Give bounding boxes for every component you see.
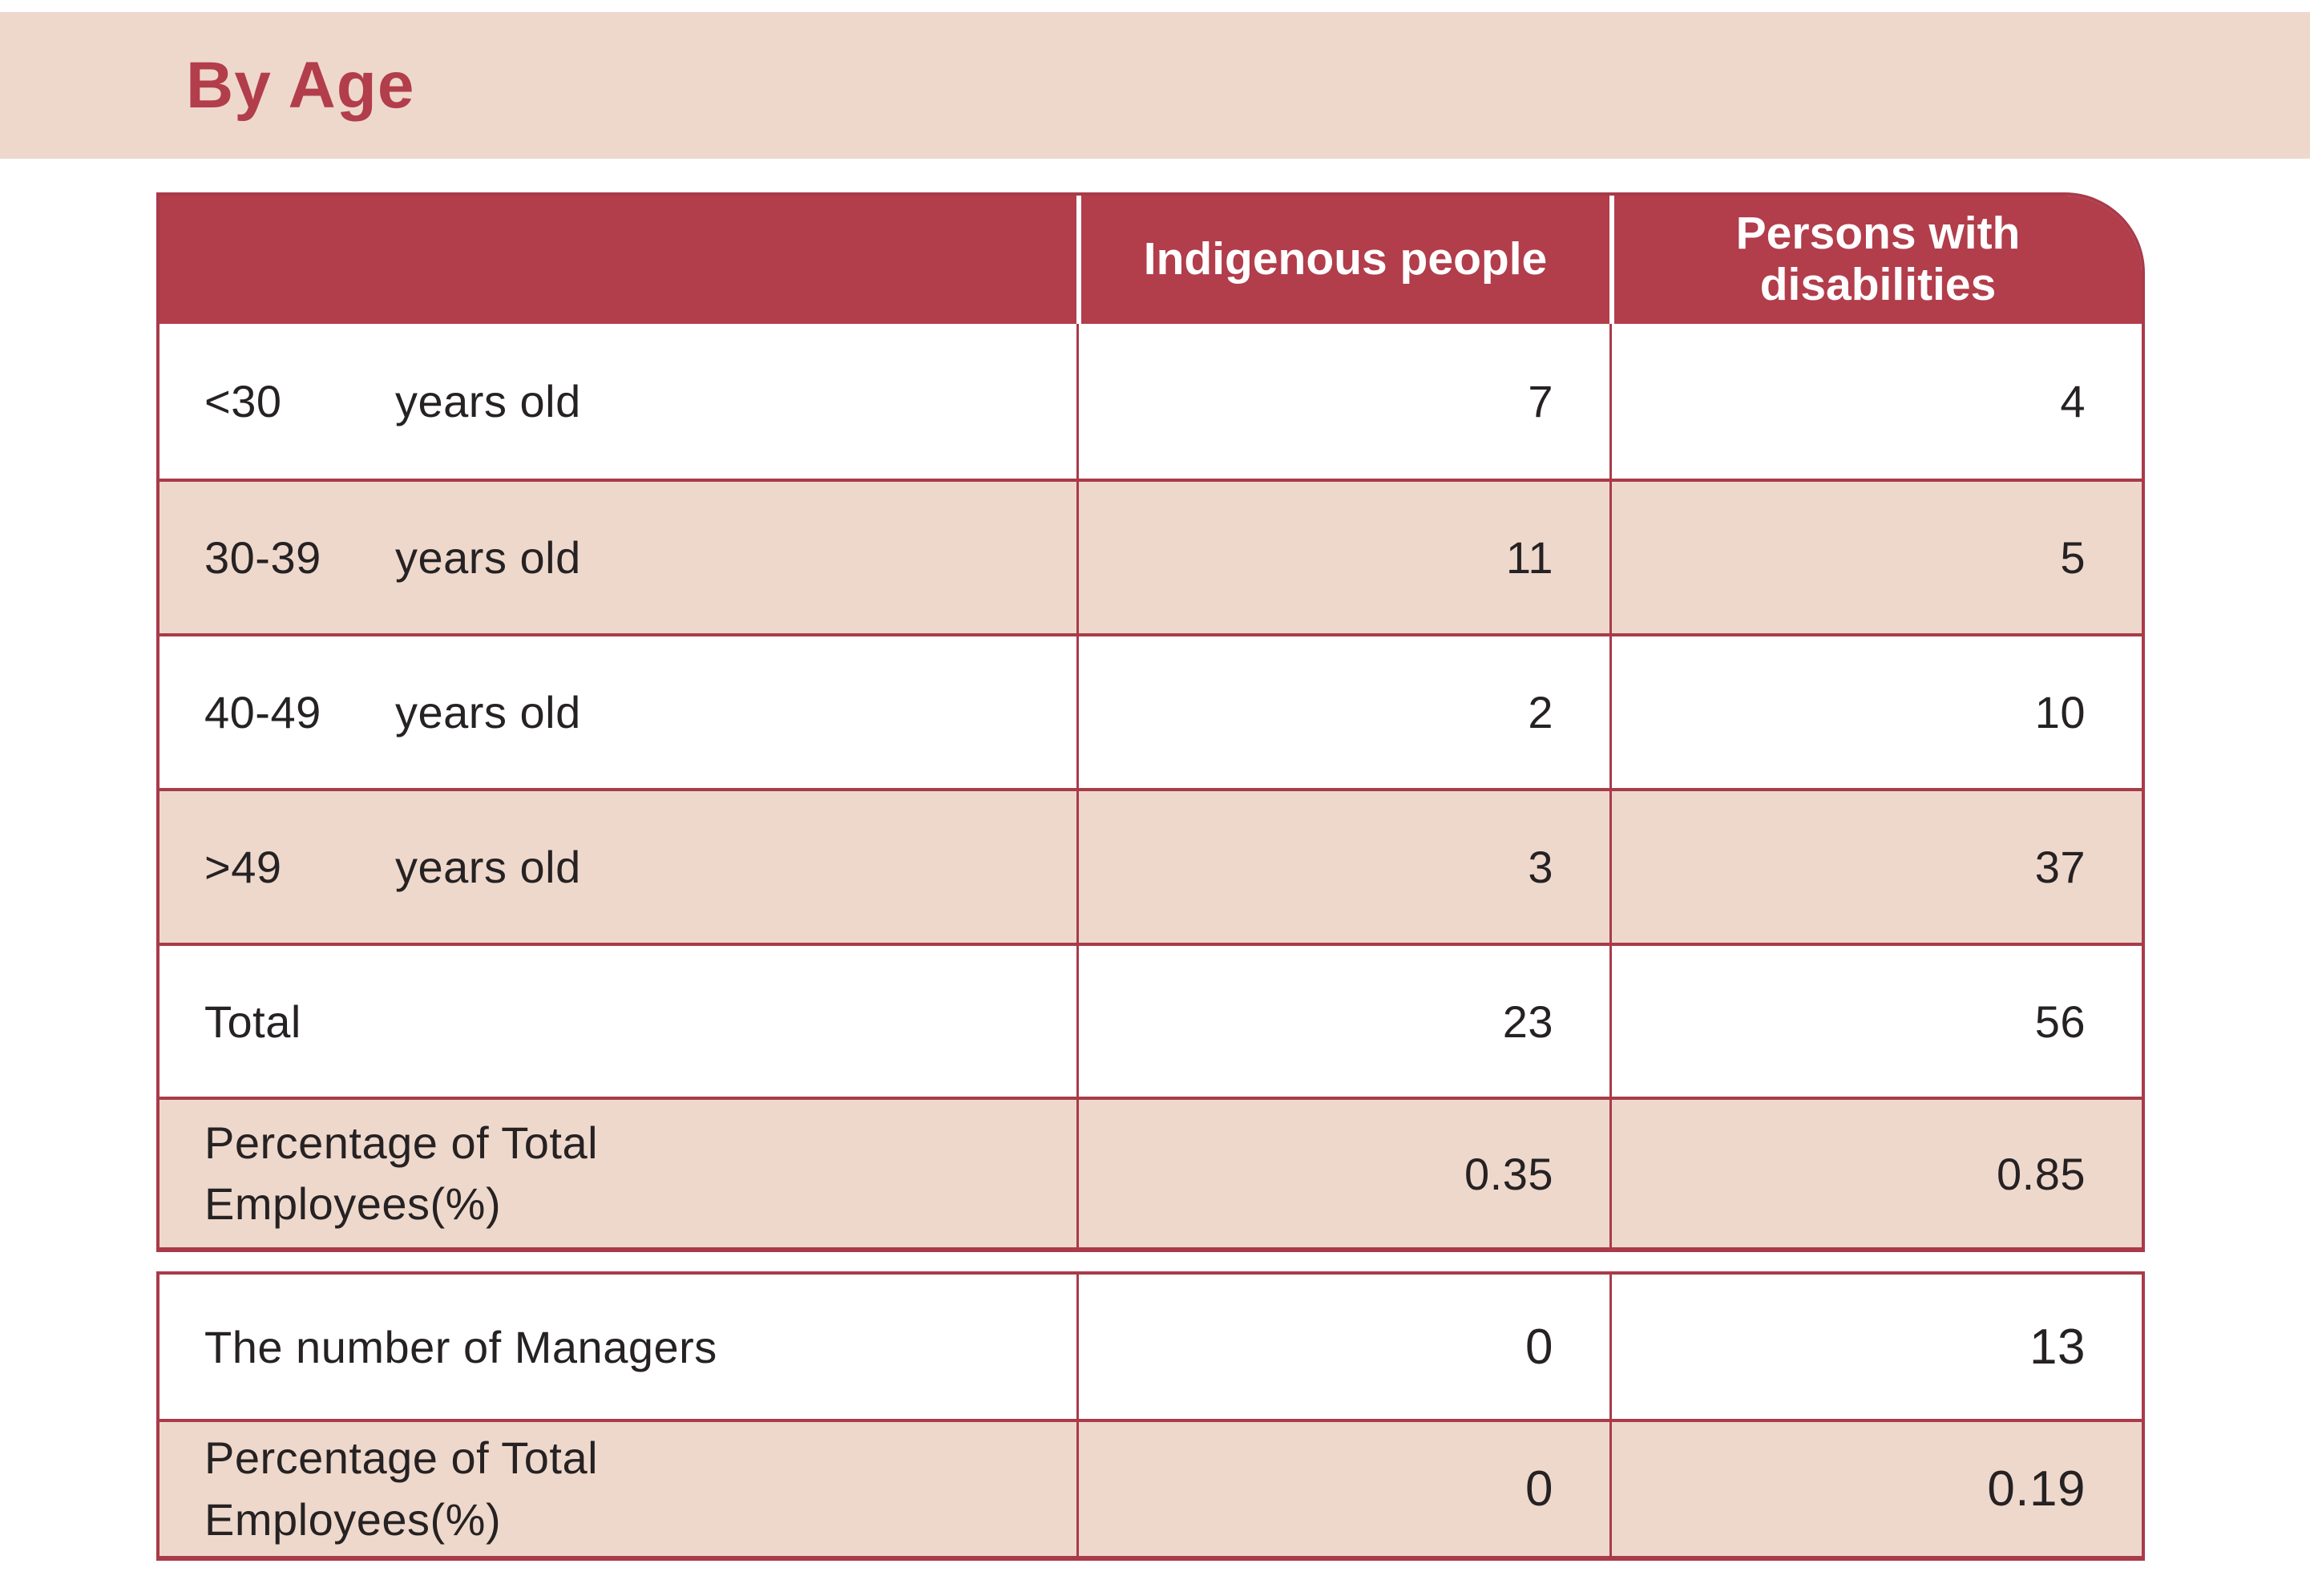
header-persons-with-disabilities: Persons with disabilities (1609, 196, 2142, 324)
value-managers-indigenous: 0 (1076, 1275, 1609, 1419)
value-under-30-indigenous: 7 (1076, 324, 1609, 479)
age-unit: years old (395, 532, 581, 583)
age-unit: years old (395, 376, 581, 426)
row-label-number-of-managers: The number of Managers (160, 1275, 1076, 1419)
value-40-49-disabilities: 10 (1609, 633, 2142, 788)
age-range: 30-39 (204, 532, 321, 583)
row-label-over-49: >49 years old (160, 788, 1076, 943)
age-unit: years old (395, 687, 581, 737)
age-unit: years old (395, 842, 581, 892)
row-label-percentage: Percentage of Total Employees(%) (160, 1097, 1076, 1247)
value-percentage-disabilities: 0.85 (1609, 1097, 2142, 1247)
row-label-40-49: 40-49 years old (160, 633, 1076, 788)
value-total-indigenous: 23 (1076, 943, 1609, 1097)
title-band: By Age (0, 12, 2310, 159)
percentage-label-line1: Percentage of Total (204, 1117, 599, 1168)
value-percentage-indigenous: 0.35 (1076, 1097, 1609, 1247)
row-label-30-39: 30-39 years old (160, 479, 1076, 633)
value-managers-disabilities: 13 (1609, 1275, 2142, 1419)
value-total-disabilities: 56 (1609, 943, 2142, 1097)
age-range: 40-49 (204, 687, 321, 737)
value-30-39-indigenous: 11 (1076, 479, 1609, 633)
age-table: Indigenous people Persons with disabilit… (156, 192, 2145, 1252)
percentage-label-line2: Employees(%) (204, 1178, 502, 1229)
value-managers-percentage-disabilities: 0.19 (1609, 1419, 2142, 1556)
row-label-total: Total (160, 943, 1076, 1097)
value-30-39-disabilities: 5 (1609, 479, 2142, 633)
value-under-30-disabilities: 4 (1609, 324, 2142, 479)
header-empty-cell (160, 196, 1076, 324)
page-title: By Age (186, 48, 415, 122)
managers-table: The number of Managers 0 13 Percentage o… (156, 1271, 2145, 1561)
value-over-49-disabilities: 37 (1609, 788, 2142, 943)
row-label-managers-percentage: Percentage of Total Employees(%) (160, 1419, 1076, 1556)
value-40-49-indigenous: 2 (1076, 633, 1609, 788)
row-label-under-30: <30 years old (160, 324, 1076, 479)
percentage-label-line2: Employees(%) (204, 1493, 502, 1545)
value-managers-percentage-indigenous: 0 (1076, 1419, 1609, 1556)
header-indigenous-people: Indigenous people (1076, 196, 1609, 324)
age-range: >49 (204, 842, 282, 892)
age-range: <30 (204, 376, 282, 426)
value-over-49-indigenous: 3 (1076, 788, 1609, 943)
percentage-label-line1: Percentage of Total (204, 1432, 599, 1484)
